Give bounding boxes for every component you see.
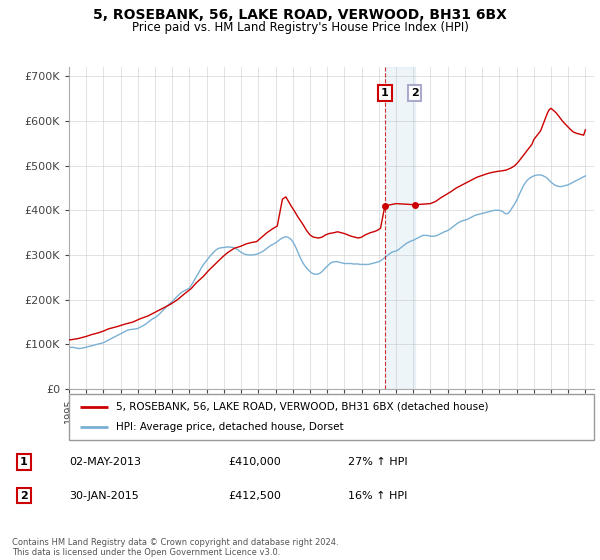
- Text: Contains HM Land Registry data © Crown copyright and database right 2024.
This d: Contains HM Land Registry data © Crown c…: [12, 538, 338, 557]
- Text: 30-JAN-2015: 30-JAN-2015: [69, 491, 139, 501]
- Text: 02-MAY-2013: 02-MAY-2013: [69, 457, 141, 467]
- Text: Price paid vs. HM Land Registry's House Price Index (HPI): Price paid vs. HM Land Registry's House …: [131, 21, 469, 34]
- Text: 2: 2: [20, 491, 28, 501]
- Text: £412,500: £412,500: [228, 491, 281, 501]
- Text: 2: 2: [411, 88, 419, 98]
- Text: £410,000: £410,000: [228, 457, 281, 467]
- Text: 16% ↑ HPI: 16% ↑ HPI: [348, 491, 407, 501]
- Text: 27% ↑ HPI: 27% ↑ HPI: [348, 457, 407, 467]
- Text: 5, ROSEBANK, 56, LAKE ROAD, VERWOOD, BH31 6BX (detached house): 5, ROSEBANK, 56, LAKE ROAD, VERWOOD, BH3…: [116, 402, 489, 412]
- Bar: [385, 67, 415, 389]
- Text: 1: 1: [20, 457, 28, 467]
- Text: 1: 1: [381, 88, 389, 98]
- Text: 5, ROSEBANK, 56, LAKE ROAD, VERWOOD, BH31 6BX: 5, ROSEBANK, 56, LAKE ROAD, VERWOOD, BH3…: [93, 8, 507, 22]
- Text: HPI: Average price, detached house, Dorset: HPI: Average price, detached house, Dors…: [116, 422, 344, 432]
